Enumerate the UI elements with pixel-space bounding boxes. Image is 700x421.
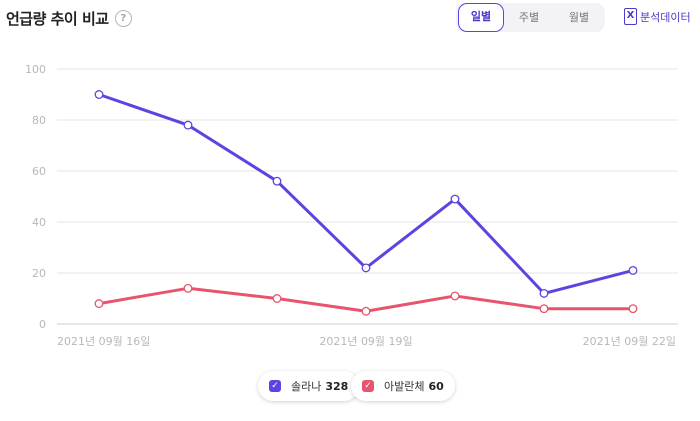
tab-monthly[interactable]: 월별 xyxy=(568,11,590,24)
chart-title: 언급량 추이 비교 ? xyxy=(6,8,132,29)
tab-daily[interactable]: 일별 xyxy=(458,3,504,32)
data-point xyxy=(539,304,549,314)
data-point xyxy=(183,120,193,130)
y-tick-label: 80 xyxy=(32,114,46,127)
data-point xyxy=(94,299,104,309)
x-tick-label: 2021년 09월 16일 xyxy=(57,334,150,348)
data-point xyxy=(94,90,104,99)
data-point xyxy=(539,288,549,298)
data-point xyxy=(183,283,193,293)
data-point xyxy=(450,194,460,204)
checkbox-checked-icon: ✓ xyxy=(362,380,374,392)
legend-series-count: 328 xyxy=(325,379,349,393)
legend-series-name: 솔라나 xyxy=(291,380,322,393)
y-tick-label: 40 xyxy=(32,216,46,229)
period-toggle: 일별 주별 월별 xyxy=(456,3,605,32)
x-tick-label: 2021년 09월 19일 xyxy=(319,334,412,348)
data-point xyxy=(272,176,282,186)
excel-icon: X xyxy=(624,8,637,25)
y-tick-label: 0 xyxy=(39,318,46,331)
data-point xyxy=(628,266,638,275)
y-tick-label: 100 xyxy=(25,63,46,76)
checkbox-checked-icon: ✓ xyxy=(269,380,281,392)
y-tick-label: 60 xyxy=(32,165,46,178)
export-label: 분석데이터 xyxy=(640,10,691,24)
legend-item-avalanche[interactable]: ✓ 아발란체 60 xyxy=(351,371,455,401)
data-point xyxy=(450,291,460,301)
data-point xyxy=(272,294,282,303)
data-point xyxy=(361,263,371,273)
legend-series-name: 아발란체 xyxy=(384,380,425,393)
title-text: 언급량 추이 비교 xyxy=(6,10,109,28)
line-chart: 0 20 40 60 80 100 2021년 09월 16일 2021년 09월 19일 20… xyxy=(25,63,678,348)
legend-series-count: 60 xyxy=(428,379,444,393)
legend-item-solana[interactable]: ✓ 솔라나 328 xyxy=(258,371,360,401)
help-icon[interactable]: ? xyxy=(114,10,132,27)
data-point xyxy=(628,304,638,314)
data-point xyxy=(361,306,371,316)
x-tick-label: 2021년 09월 22일 xyxy=(583,334,676,348)
y-tick-label: 20 xyxy=(32,267,46,280)
export-data-button[interactable]: X 분석데이터 xyxy=(624,8,691,25)
tab-weekly[interactable]: 주별 xyxy=(518,11,540,24)
